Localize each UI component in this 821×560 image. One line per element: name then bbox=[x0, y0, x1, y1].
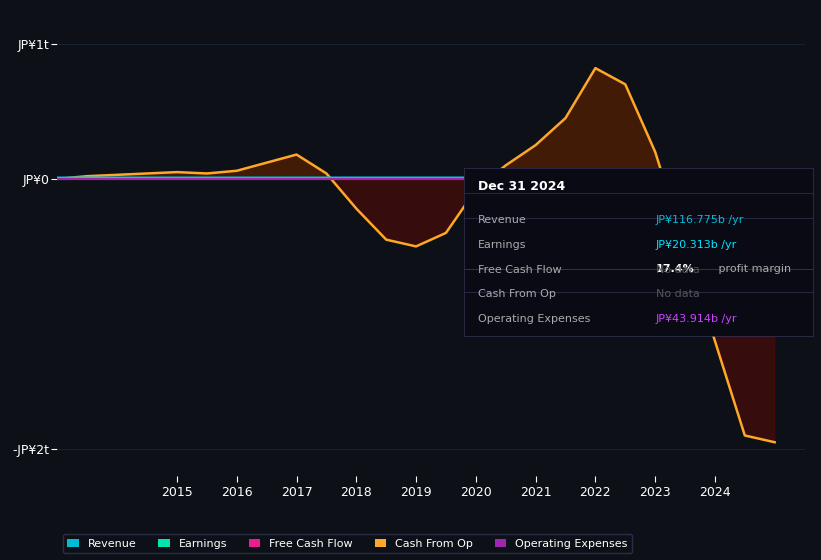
Text: No data: No data bbox=[656, 265, 699, 276]
Text: 17.4%: 17.4% bbox=[656, 264, 695, 274]
Text: Cash From Op: Cash From Op bbox=[478, 289, 556, 299]
Text: JP¥116.775b /yr: JP¥116.775b /yr bbox=[656, 215, 744, 225]
Text: JP¥20.313b /yr: JP¥20.313b /yr bbox=[656, 240, 737, 250]
Text: Revenue: Revenue bbox=[478, 215, 526, 225]
Text: No data: No data bbox=[656, 289, 699, 299]
Text: Dec 31 2024: Dec 31 2024 bbox=[478, 180, 565, 193]
Legend: Revenue, Earnings, Free Cash Flow, Cash From Op, Operating Expenses: Revenue, Earnings, Free Cash Flow, Cash … bbox=[63, 534, 632, 553]
Text: Operating Expenses: Operating Expenses bbox=[478, 314, 590, 324]
Text: Earnings: Earnings bbox=[478, 240, 526, 250]
Text: profit margin: profit margin bbox=[715, 264, 791, 274]
Text: JP¥43.914b /yr: JP¥43.914b /yr bbox=[656, 314, 737, 324]
Text: Free Cash Flow: Free Cash Flow bbox=[478, 265, 562, 276]
